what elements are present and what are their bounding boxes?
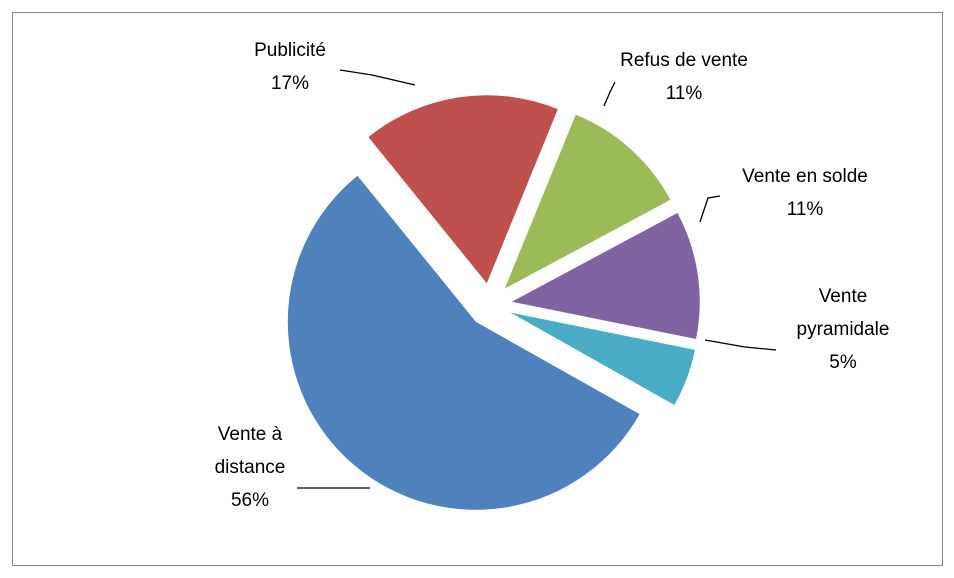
data-label: Refus de vente 11% (594, 44, 774, 110)
data-label: Publicité 17% (230, 34, 350, 100)
pie-slice (510, 312, 695, 405)
value-label: 56% (230, 490, 270, 511)
pie-slice (511, 212, 700, 339)
category-label: Publicité (254, 40, 326, 61)
category-label: Vente en solde (742, 166, 868, 187)
data-label: Vente à distance 56% (195, 418, 305, 517)
category-label: Vente à distance (214, 424, 286, 478)
leader-line (603, 81, 616, 107)
leader-line (704, 339, 777, 351)
value-label: 11% (665, 83, 703, 104)
leader-lines (297, 69, 777, 489)
category-label: Refus de vente (620, 50, 748, 71)
pie-slice (287, 175, 640, 510)
pie-slice (368, 95, 558, 284)
category-label: Vente pyramidale (796, 286, 890, 340)
leader-line (339, 69, 416, 86)
data-label: Vente pyramidale 5% (783, 280, 903, 379)
leader-line (699, 195, 721, 223)
value-label: 11% (786, 199, 824, 220)
value-label: 5% (829, 352, 857, 373)
data-label: Vente en solde 11% (715, 160, 895, 226)
pie-slice (504, 114, 671, 289)
value-label: 17% (270, 73, 310, 94)
